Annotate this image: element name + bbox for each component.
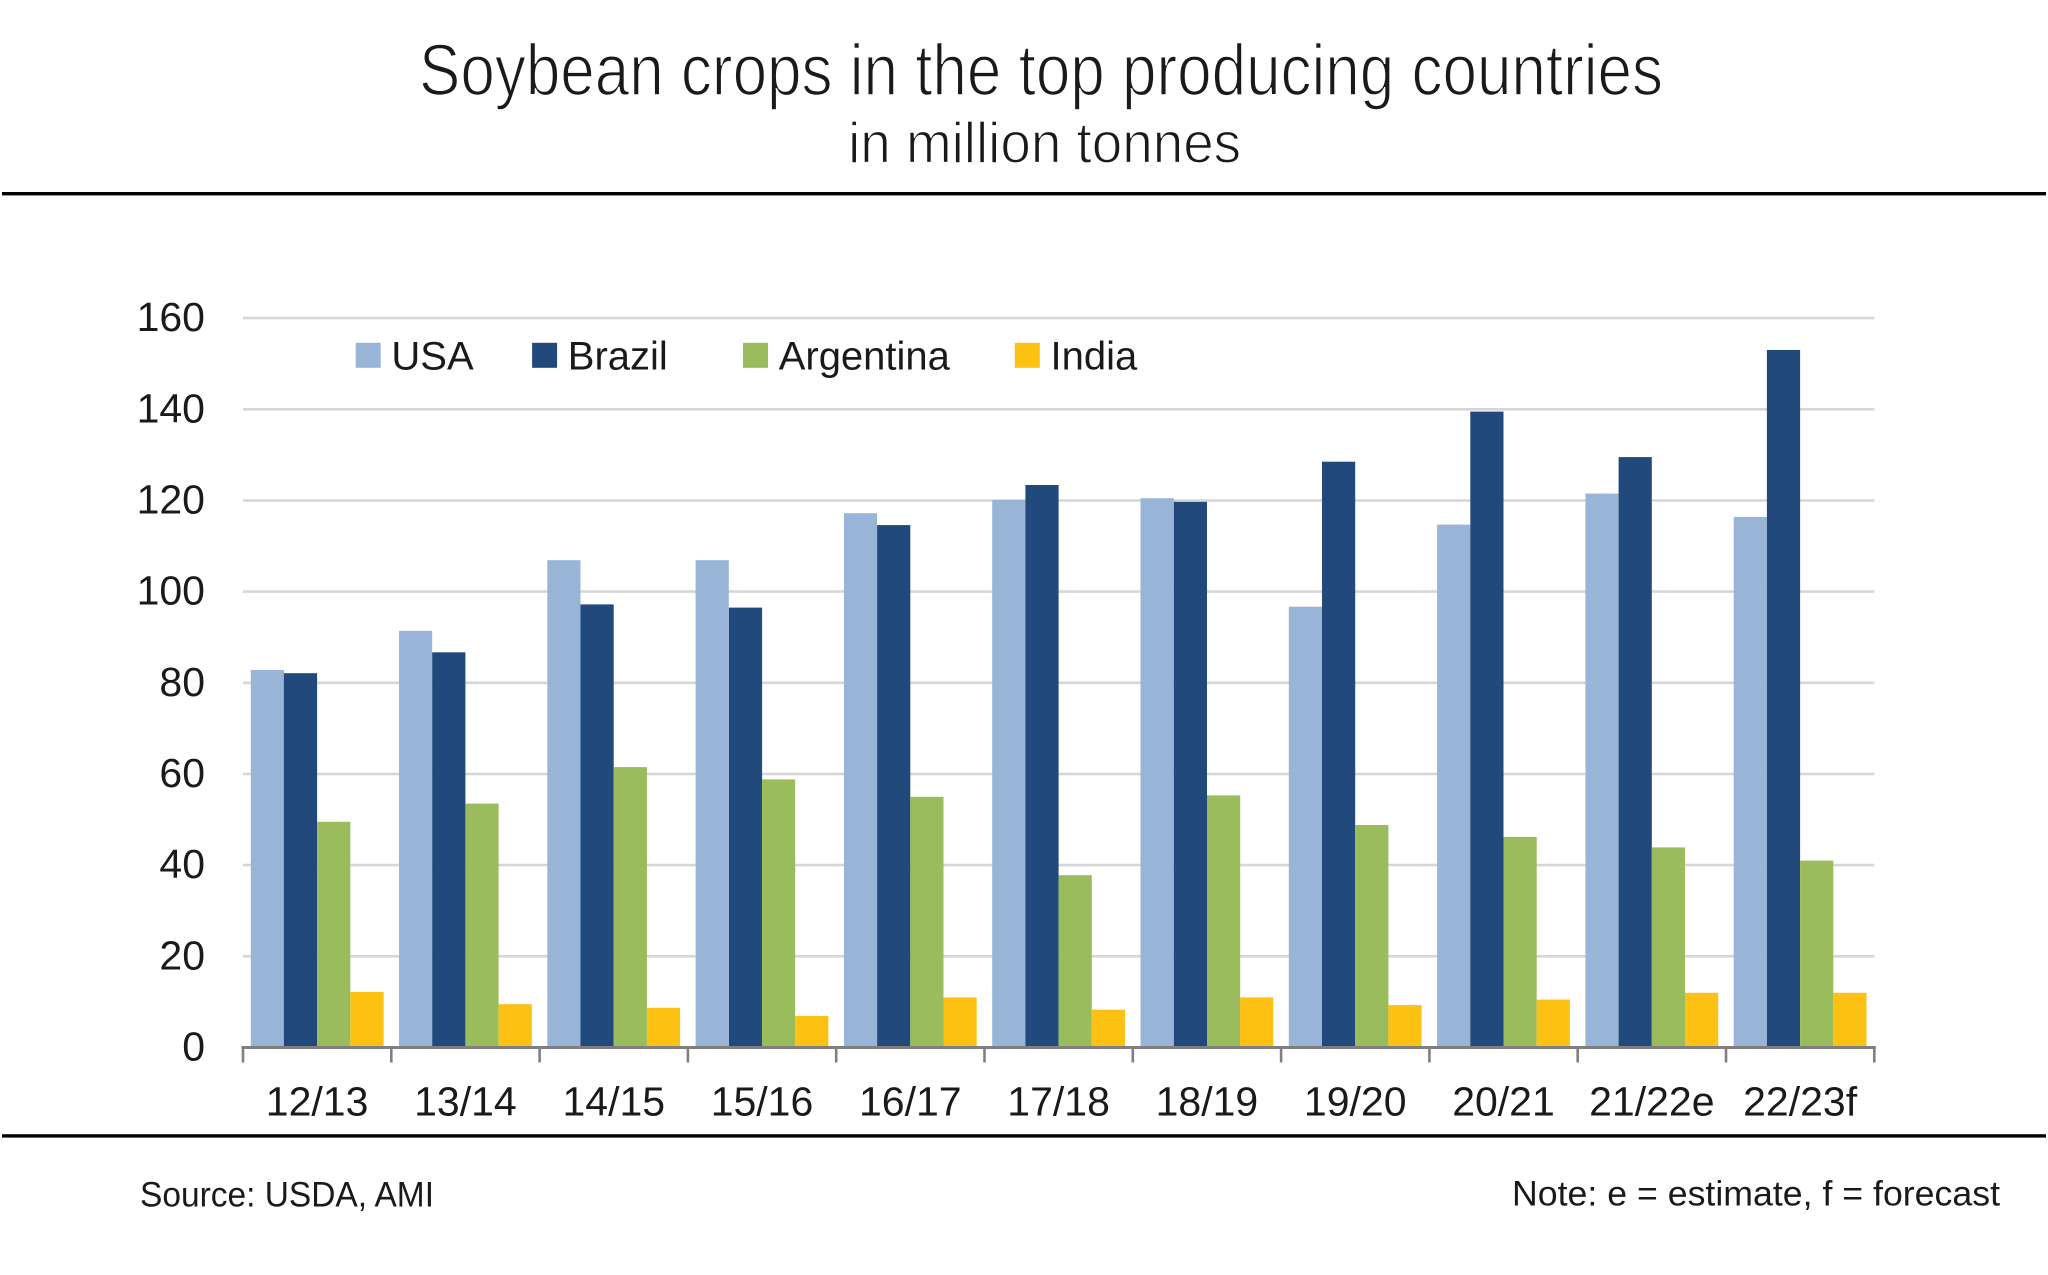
svg-text:Brazil: Brazil — [568, 335, 668, 379]
svg-text:160: 160 — [137, 294, 205, 340]
svg-text:Argentina: Argentina — [779, 335, 951, 379]
svg-text:Note: e = estimate, f = foreca: Note: e = estimate, f = forecast — [1512, 1175, 2000, 1214]
svg-text:15/16: 15/16 — [711, 1079, 814, 1125]
svg-text:Source: USDA, AMI: Source: USDA, AMI — [140, 1176, 434, 1215]
svg-text:USA: USA — [391, 335, 474, 379]
svg-text:14/15: 14/15 — [562, 1079, 665, 1125]
svg-text:120: 120 — [137, 477, 205, 523]
svg-text:18/19: 18/19 — [1156, 1079, 1259, 1125]
svg-text:20/21: 20/21 — [1452, 1079, 1555, 1125]
svg-text:100: 100 — [137, 568, 205, 614]
svg-text:India: India — [1051, 335, 1138, 379]
svg-text:17/18: 17/18 — [1007, 1079, 1110, 1125]
svg-text:16/17: 16/17 — [859, 1079, 962, 1125]
svg-text:140: 140 — [137, 385, 205, 431]
svg-text:22/23f: 22/23f — [1743, 1079, 1858, 1125]
svg-text:40: 40 — [159, 841, 205, 887]
svg-text:20: 20 — [159, 932, 205, 978]
svg-text:60: 60 — [159, 750, 205, 796]
svg-text:13/14: 13/14 — [414, 1079, 517, 1125]
svg-text:12/13: 12/13 — [266, 1079, 369, 1125]
svg-text:in million tonnes: in million tonnes — [848, 111, 1241, 175]
svg-text:19/20: 19/20 — [1304, 1079, 1407, 1125]
svg-text:80: 80 — [159, 659, 205, 705]
svg-text:21/22e: 21/22e — [1589, 1079, 1714, 1125]
svg-text:Soybean crops in the top produ: Soybean crops in the top producing count… — [419, 31, 1663, 111]
svg-text:0: 0 — [182, 1024, 205, 1070]
